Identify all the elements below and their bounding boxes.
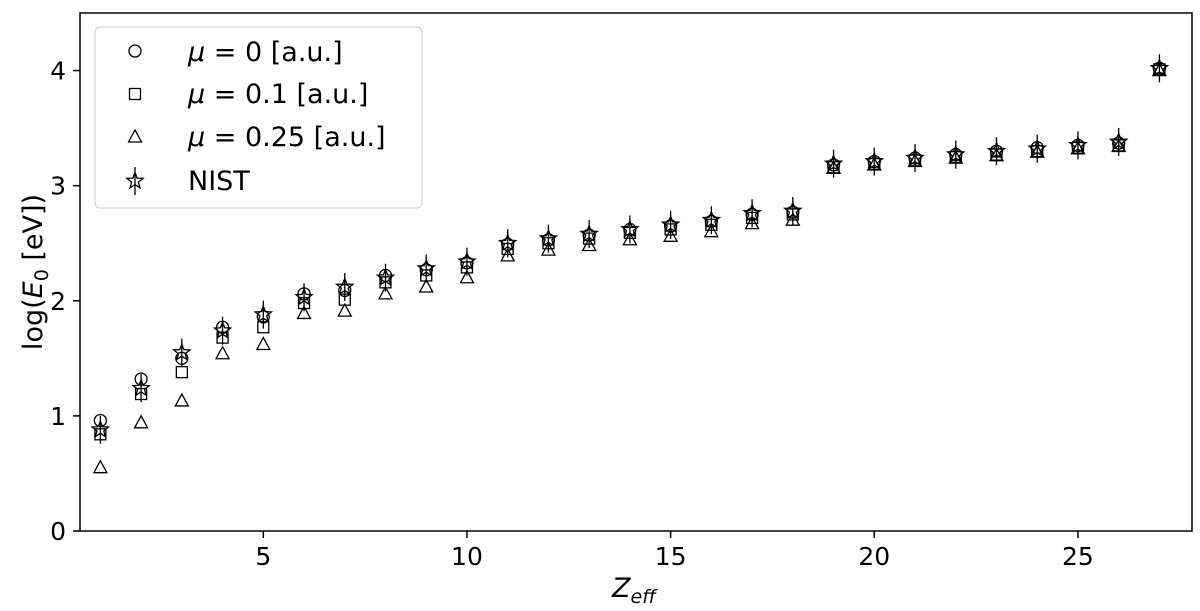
data-point-star bbox=[986, 137, 1007, 166]
data-point-triangle bbox=[540, 241, 557, 256]
x-tick-label: 15 bbox=[655, 542, 687, 571]
data-point-triangle bbox=[703, 223, 719, 238]
y-axis-label-e: E bbox=[18, 281, 49, 298]
data-point-triangle bbox=[174, 392, 190, 407]
data-point-star bbox=[620, 215, 640, 244]
legend-marker-triangle bbox=[127, 128, 143, 143]
data-point-triangle bbox=[459, 269, 475, 284]
y-axis-label: log(E0 [eV]) bbox=[18, 194, 53, 350]
data-points bbox=[90, 54, 1170, 474]
data-point-star bbox=[579, 220, 599, 249]
data-point-star bbox=[864, 147, 885, 176]
y-tick-label: 1 bbox=[50, 402, 66, 431]
y-tick-label: 0 bbox=[50, 517, 66, 546]
x-tick-label: 5 bbox=[255, 542, 271, 571]
data-point-triangle bbox=[133, 414, 149, 429]
legend-label-nist: NIST bbox=[188, 166, 250, 197]
legend-frame bbox=[94, 26, 423, 209]
data-point-triangle bbox=[255, 336, 271, 351]
data-point-star bbox=[1068, 131, 1088, 160]
y-tick-label: 2 bbox=[50, 287, 66, 316]
series-star bbox=[90, 54, 1170, 444]
data-point-star bbox=[1149, 54, 1170, 83]
data-point-star bbox=[253, 300, 274, 329]
y-axis-label-post: [eV]) bbox=[18, 194, 49, 269]
plot-frame bbox=[79, 12, 1193, 532]
x-tick-label: 25 bbox=[1062, 542, 1094, 571]
data-point-star bbox=[375, 263, 396, 292]
data-point-star bbox=[701, 206, 722, 235]
data-point-star bbox=[294, 283, 314, 312]
data-point-triangle bbox=[663, 227, 679, 242]
legend-mu-symbol: μ bbox=[187, 37, 205, 68]
data-point-star bbox=[782, 196, 803, 225]
data-point-triangle bbox=[785, 211, 801, 226]
data-point-triangle bbox=[581, 237, 597, 252]
legend-label-mu01: μ = 0.1 [a.u.] bbox=[187, 79, 368, 110]
legend-marker-circle bbox=[128, 44, 142, 58]
data-point-star bbox=[131, 374, 151, 403]
data-point-triangle bbox=[418, 278, 434, 293]
data-point-star bbox=[90, 415, 111, 444]
data-point-star bbox=[823, 149, 844, 178]
data-point-star bbox=[742, 199, 762, 228]
data-point-star bbox=[538, 224, 559, 253]
legend: μ = 0 [a.u.] μ = 0.1 [a.u.] μ = 0.25 [a.… bbox=[94, 26, 423, 209]
legend-label-mu0: μ = 0 [a.u.] bbox=[187, 37, 343, 68]
y-axis-label-pre: log( bbox=[18, 298, 49, 350]
data-point-triangle bbox=[622, 231, 638, 246]
data-point-star bbox=[416, 254, 437, 283]
data-point-star bbox=[172, 338, 192, 367]
data-point-star bbox=[945, 140, 966, 169]
data-point-triangle bbox=[337, 302, 353, 317]
legend-mu-symbol: μ bbox=[187, 79, 205, 110]
y-tick-label: 3 bbox=[50, 172, 66, 201]
data-point-star bbox=[457, 247, 477, 276]
data-point-star bbox=[334, 272, 355, 301]
y-axis-label-sub: 0 bbox=[31, 269, 53, 281]
x-axis-label: Zeff bbox=[611, 573, 658, 608]
data-point-star bbox=[1027, 134, 1048, 163]
data-point-triangle bbox=[500, 247, 516, 262]
data-point-triangle bbox=[296, 305, 312, 320]
data-point-triangle bbox=[377, 285, 394, 300]
data-point-triangle bbox=[744, 215, 760, 230]
data-point-star bbox=[660, 210, 681, 239]
legend-label-rest: = 0 [a.u.] bbox=[205, 37, 342, 68]
legend-marker-square bbox=[128, 87, 142, 101]
data-point-star bbox=[905, 144, 925, 173]
legend-label-rest: = 0.1 [a.u.] bbox=[205, 79, 368, 110]
data-point-star bbox=[1108, 127, 1129, 156]
data-point-triangle bbox=[92, 459, 108, 474]
data-point-star bbox=[497, 229, 518, 258]
data-point-star bbox=[212, 316, 233, 345]
data-point-square bbox=[175, 365, 188, 379]
axis-ticks: 5 10 15 20 25 0 1 2 3 4 bbox=[50, 57, 1094, 571]
legend-label-mu025: μ = 0.25 [a.u.] bbox=[187, 122, 386, 153]
x-axis-label-main: Z bbox=[611, 573, 631, 604]
x-tick-label: 20 bbox=[858, 542, 890, 571]
legend-markers bbox=[125, 44, 145, 195]
data-point-triangle bbox=[214, 345, 231, 360]
x-axis-label-sub: eff bbox=[631, 586, 659, 608]
legend-mu-symbol: μ bbox=[187, 122, 205, 153]
legend-label-rest: = 0.25 [a.u.] bbox=[205, 122, 385, 153]
legend-marker-star bbox=[125, 167, 145, 195]
x-tick-label: 10 bbox=[451, 542, 483, 571]
y-tick-label: 4 bbox=[50, 57, 66, 86]
